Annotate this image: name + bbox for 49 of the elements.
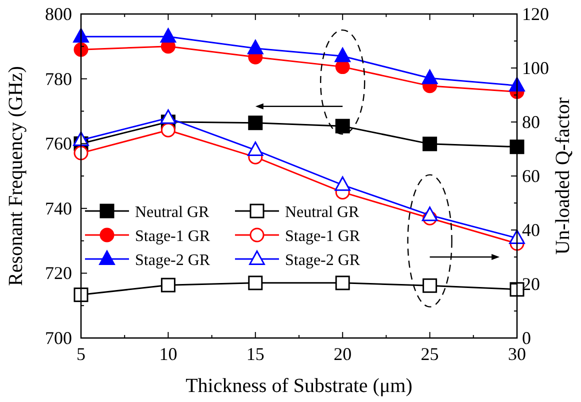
point <box>335 276 350 290</box>
point <box>334 48 350 62</box>
legend-label: Stage-2 GR <box>285 252 360 269</box>
point <box>335 118 350 134</box>
legend-label: Stage-2 GR <box>135 252 210 269</box>
point <box>248 142 264 156</box>
point <box>422 278 438 293</box>
x-axis-title: Thickness of Substrate (μm) <box>186 375 412 397</box>
y2-tick-label: 60 <box>522 166 540 186</box>
point <box>422 136 438 152</box>
point <box>248 40 264 54</box>
point <box>74 42 88 57</box>
point <box>74 288 88 302</box>
y-tick-label: 800 <box>45 4 72 24</box>
point <box>422 206 438 222</box>
point <box>160 28 176 43</box>
y-tick-label: 700 <box>45 328 72 348</box>
point <box>160 109 176 124</box>
legend-label: Neutral GR <box>285 204 360 221</box>
legend-label: Stage-1 GR <box>285 228 360 245</box>
y2-tick-label: 80 <box>522 112 540 132</box>
legend-label: Neutral GR <box>135 204 210 221</box>
point <box>160 278 176 292</box>
y2-tick-label: 120 <box>522 4 549 24</box>
point <box>334 176 350 191</box>
y-axis-title: Resonant Frequency (GHz) <box>5 66 27 286</box>
y2-tick-label: 20 <box>522 274 540 294</box>
point <box>248 116 263 130</box>
point <box>160 122 176 138</box>
y-tick-label: 780 <box>45 68 72 89</box>
x-tick-label: 5 <box>76 344 86 364</box>
x-tick-label: 15 <box>246 344 264 364</box>
y-tick-label: 740 <box>45 198 72 218</box>
point <box>510 282 524 297</box>
point <box>509 77 525 92</box>
y-tick-label: 760 <box>45 134 72 154</box>
legend-label: Stage-1 GR <box>135 228 210 245</box>
point <box>510 140 524 154</box>
y2-tick-label: 100 <box>522 58 549 78</box>
x-tick-label: 20 <box>334 344 352 364</box>
x-tick-label: 10 <box>159 344 178 364</box>
point <box>73 132 89 146</box>
point <box>248 276 263 290</box>
y2-tick-label: 40 <box>522 220 540 240</box>
y-tick-label: 720 <box>45 263 72 284</box>
point <box>74 146 88 160</box>
x-tick-label: 25 <box>420 344 439 364</box>
y2-axis-title: Un-loaded Q-factor <box>552 97 574 255</box>
point <box>422 70 438 84</box>
